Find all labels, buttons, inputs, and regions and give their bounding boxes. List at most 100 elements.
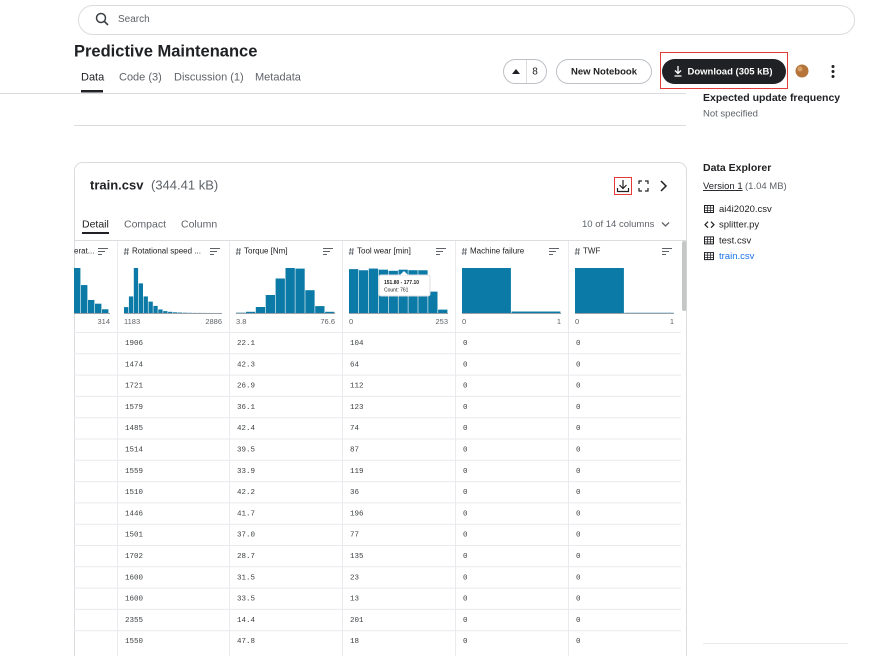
cell: 41.7 (237, 510, 255, 518)
dataset-title: Predictive Maintenance (74, 42, 257, 60)
cell: 26.9 (237, 383, 255, 391)
range-max: 76.6 (320, 317, 335, 326)
dropdown-icon[interactable] (661, 222, 670, 227)
view-tab[interactable]: Detail (82, 218, 109, 230)
cell: 0 (463, 638, 468, 646)
search-icon (95, 12, 107, 24)
cell: 1559 (125, 468, 143, 476)
column-count[interactable]: 10 of 14 columns (582, 219, 655, 230)
histogram-bar (158, 309, 163, 313)
next-icon[interactable] (660, 180, 668, 192)
table-icon (704, 252, 714, 260)
download-button[interactable] (662, 59, 786, 84)
button-label: Download (305 kB) (688, 67, 773, 78)
cell: 31.5 (237, 574, 256, 582)
cell: 0 (463, 446, 468, 454)
cell: 37.0 (237, 532, 256, 540)
file-link[interactable]: train.csv (719, 251, 755, 262)
cell: 33.5 (237, 596, 256, 604)
column-header[interactable]: TWF (583, 247, 600, 256)
histogram-bar (285, 268, 295, 313)
cell: 33.9 (237, 468, 255, 476)
range-max: 253 (435, 317, 448, 326)
cell: 0 (463, 404, 468, 412)
section-title: Data Explorer (703, 162, 771, 174)
cell: 1721 (125, 383, 144, 391)
tab[interactable]: Discussion (1) (174, 71, 244, 83)
histogram-bar (275, 278, 285, 313)
histogram-bar (462, 268, 511, 313)
range-max: 314 (97, 317, 110, 326)
histogram-bar (265, 295, 275, 313)
vote-button[interactable] (503, 59, 547, 84)
cell: 201 (350, 617, 364, 625)
cell: 0 (576, 446, 581, 454)
search-bar[interactable] (78, 5, 855, 35)
column-header[interactable]: Machine failure (470, 247, 525, 256)
column-header[interactable]: Torque [Nm] (244, 247, 288, 256)
cell: 112 (350, 383, 364, 391)
view-tab[interactable]: Compact (124, 218, 166, 230)
download-icon (674, 66, 682, 77)
column-header[interactable]: Tool wear [min] (357, 247, 411, 256)
histogram-bar (128, 296, 134, 313)
sort-icon[interactable] (662, 248, 672, 255)
histogram-bar (88, 299, 95, 313)
file-link[interactable]: splitter.py (719, 220, 759, 231)
section-title: Expected update frequency (703, 92, 840, 104)
view-tab[interactable]: Column (181, 218, 217, 230)
type-icon (235, 247, 241, 256)
cell: 0 (463, 617, 468, 625)
cell: 1485 (125, 425, 144, 433)
cell: 39.5 (237, 446, 256, 454)
range-min: 3.8 (236, 317, 246, 326)
search-placeholder: Search (118, 14, 150, 25)
column-header[interactable]: erat... (74, 247, 94, 256)
histogram-bar (255, 307, 266, 313)
tab[interactable]: Data (81, 71, 105, 83)
cell: 0 (576, 383, 581, 391)
tab[interactable]: Code (3) (119, 71, 162, 83)
cell: 0 (576, 596, 581, 604)
more-menu[interactable] (831, 65, 835, 78)
histogram-bar (95, 303, 102, 313)
cell: 0 (463, 574, 468, 582)
cell: 196 (350, 510, 364, 518)
cell: 1906 (125, 340, 144, 348)
histogram-bar (368, 268, 379, 313)
cell: 1600 (125, 596, 144, 604)
file-link[interactable]: ai4i2020.csv (719, 204, 772, 215)
tab[interactable]: Metadata (255, 71, 302, 83)
cell: 0 (463, 361, 468, 369)
sort-icon[interactable] (549, 248, 559, 255)
sort-icon[interactable] (323, 248, 333, 255)
highlight-box (660, 52, 788, 89)
avatar[interactable] (795, 64, 809, 78)
file-card (74, 162, 687, 656)
column-header[interactable]: Rotational speed ... (132, 247, 201, 256)
fullscreen-icon[interactable] (638, 180, 649, 192)
tooltip-count: Count: 761 (384, 287, 409, 293)
new-notebook-button[interactable] (556, 59, 652, 84)
version-link[interactable]: Version 1 (703, 181, 743, 192)
sort-icon[interactable] (436, 248, 446, 255)
file-link[interactable]: test.csv (719, 235, 751, 246)
histogram-bar (325, 311, 335, 313)
cell: 0 (463, 489, 468, 497)
cell: 42.4 (237, 425, 256, 433)
sort-icon[interactable] (98, 248, 108, 255)
cell: 0 (463, 532, 468, 540)
cell: 0 (576, 617, 581, 625)
cell: 0 (463, 383, 468, 391)
tooltip-range: 151.80 - 177.10 (384, 280, 419, 286)
sort-icon[interactable] (210, 248, 220, 255)
tooltip-pointer (400, 271, 408, 275)
histogram-bar (438, 309, 448, 313)
type-icon (348, 247, 354, 256)
tab-underline (81, 90, 103, 93)
download-icon[interactable] (616, 180, 630, 193)
histogram-bar (315, 306, 325, 313)
type-icon (461, 247, 467, 256)
scrollbar[interactable] (682, 241, 687, 311)
cell: 0 (576, 532, 581, 540)
